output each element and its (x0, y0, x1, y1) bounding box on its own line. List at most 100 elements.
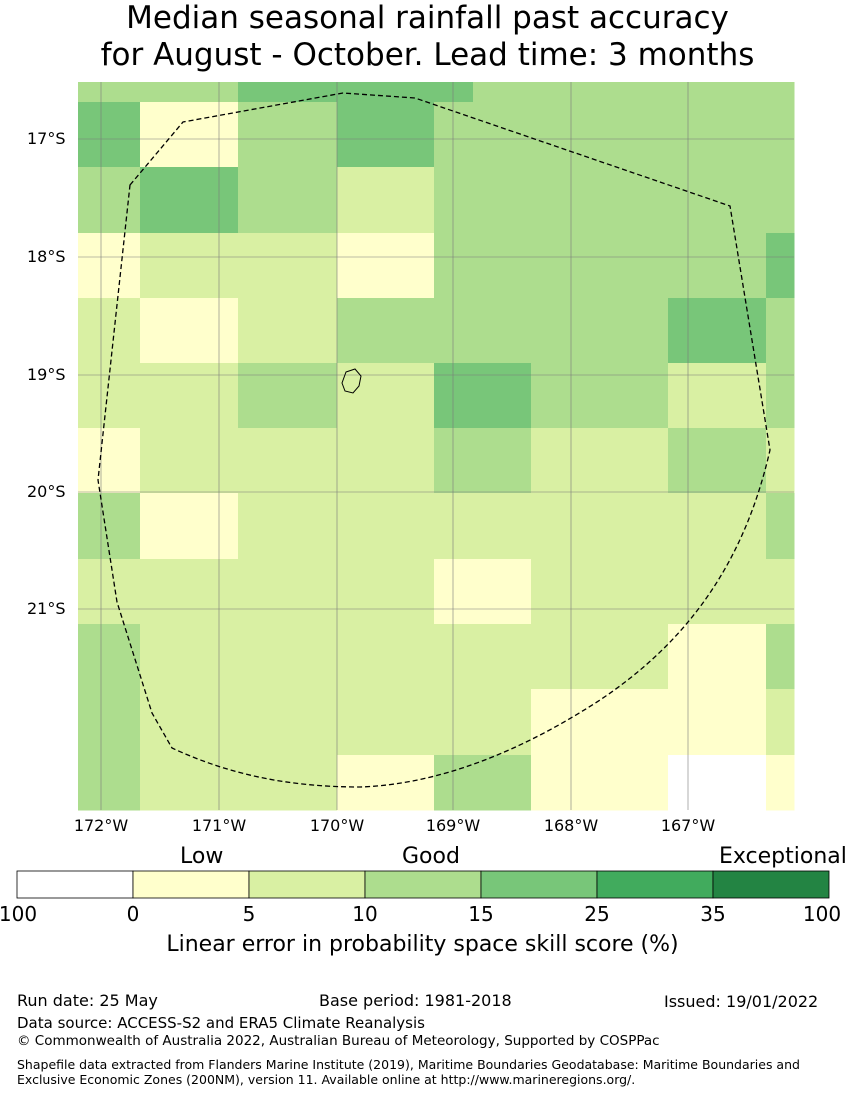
grid-cell (101, 167, 141, 234)
grid-cell (434, 167, 474, 234)
grid-cell (512, 689, 532, 756)
grid-cell (473, 298, 513, 364)
grid-cell (218, 233, 239, 299)
grid-cell (531, 233, 571, 299)
grid-cell (238, 102, 278, 168)
grid-cell (473, 559, 513, 625)
lon-label-170w: 170°W (309, 816, 365, 835)
grid-cell (415, 428, 435, 494)
grid-cell (179, 428, 219, 494)
colorbar-label: Linear error in probability space skill … (166, 932, 679, 957)
grid-cell (609, 559, 630, 625)
grid-cell (766, 428, 795, 494)
grid-cell (337, 755, 377, 811)
grid-cell (337, 559, 377, 625)
grid-cell (376, 493, 416, 560)
grid-cell (434, 755, 474, 811)
grid-cell (531, 363, 571, 429)
grid-cell (218, 689, 239, 756)
grid-cell (218, 493, 239, 560)
grid-cell (101, 298, 141, 364)
grid-cell (707, 298, 728, 364)
grid-cell (766, 82, 795, 103)
grid-cell (337, 298, 377, 364)
grid-cell (434, 689, 474, 756)
grid-cell (512, 493, 532, 560)
grid-cell (727, 167, 767, 234)
grid-cell (531, 102, 571, 168)
grid-cell (766, 493, 795, 560)
grid-cell (277, 82, 317, 103)
grid-cell (78, 167, 102, 234)
grid-cell (316, 102, 338, 168)
grid-cell (609, 167, 630, 234)
grid-cell (376, 102, 416, 168)
colorbar-tick: 35 (700, 902, 726, 926)
grid-cell (473, 167, 513, 234)
colorbar-tick: 0 (126, 902, 140, 926)
title-line-1: Median seasonal rainfall past accuracy (126, 0, 729, 36)
grid-cell (512, 298, 532, 364)
grid-cell (434, 559, 474, 625)
grid-cell (376, 167, 416, 234)
grid-cell (277, 233, 317, 299)
grid-cell (140, 233, 180, 299)
grid-cell (727, 363, 767, 429)
grid-cell (415, 167, 435, 234)
colorbar-swatch (480, 870, 598, 899)
grid-cell (179, 755, 219, 811)
grid-cell (140, 559, 180, 625)
grid-cell (238, 363, 278, 429)
grid-cell (707, 755, 728, 811)
grid-cell (140, 755, 180, 811)
colorbar-tick: 15 (468, 902, 494, 926)
grid-cell (415, 559, 435, 625)
grid-cell (609, 755, 630, 811)
grid-cell (570, 167, 610, 234)
grid-cell (101, 428, 141, 494)
grid-cell (101, 689, 141, 756)
grid-cell (376, 755, 416, 811)
grid-cell (512, 624, 532, 690)
grid-cell (473, 689, 513, 756)
grid-cell (473, 428, 513, 494)
grid-cell (277, 363, 317, 429)
grid-cell (218, 298, 239, 364)
grid-cell (609, 428, 630, 494)
grid-cell (78, 363, 102, 429)
grid-cell (316, 559, 338, 625)
grid-cell (629, 493, 669, 560)
grid-cell (218, 624, 239, 690)
grid-cell (766, 689, 795, 756)
grid-cell (434, 233, 474, 299)
grid-cell (570, 689, 610, 756)
grid-cell (238, 493, 278, 560)
grid-cell (179, 363, 219, 429)
grid-cell (316, 755, 338, 811)
grid-cell (629, 624, 669, 690)
grid-cell (337, 233, 377, 299)
colorbar-swatch (596, 870, 714, 899)
grid-cell (473, 624, 513, 690)
grid-cell (316, 689, 338, 756)
grid-cell (609, 363, 630, 429)
grid-cell (101, 493, 141, 560)
colorbar-tick: 100 (802, 902, 842, 926)
grid-cell (434, 82, 474, 103)
grid-cell (376, 233, 416, 299)
grid-cell (140, 624, 180, 690)
grid-cell (609, 624, 630, 690)
grid-cell (78, 233, 102, 299)
grid-cell (707, 167, 728, 234)
grid-cell (337, 689, 377, 756)
grid-cell (218, 167, 239, 234)
grid-cell (707, 624, 728, 690)
grid-cell (766, 102, 795, 168)
grid-cell (609, 689, 630, 756)
grid-cell (766, 755, 795, 811)
grid-cell (179, 167, 219, 234)
base-period: Base period: 1981-2018 (319, 991, 512, 1010)
grid-cell (570, 624, 610, 690)
grid-cell (238, 298, 278, 364)
grid-cell (512, 559, 532, 625)
